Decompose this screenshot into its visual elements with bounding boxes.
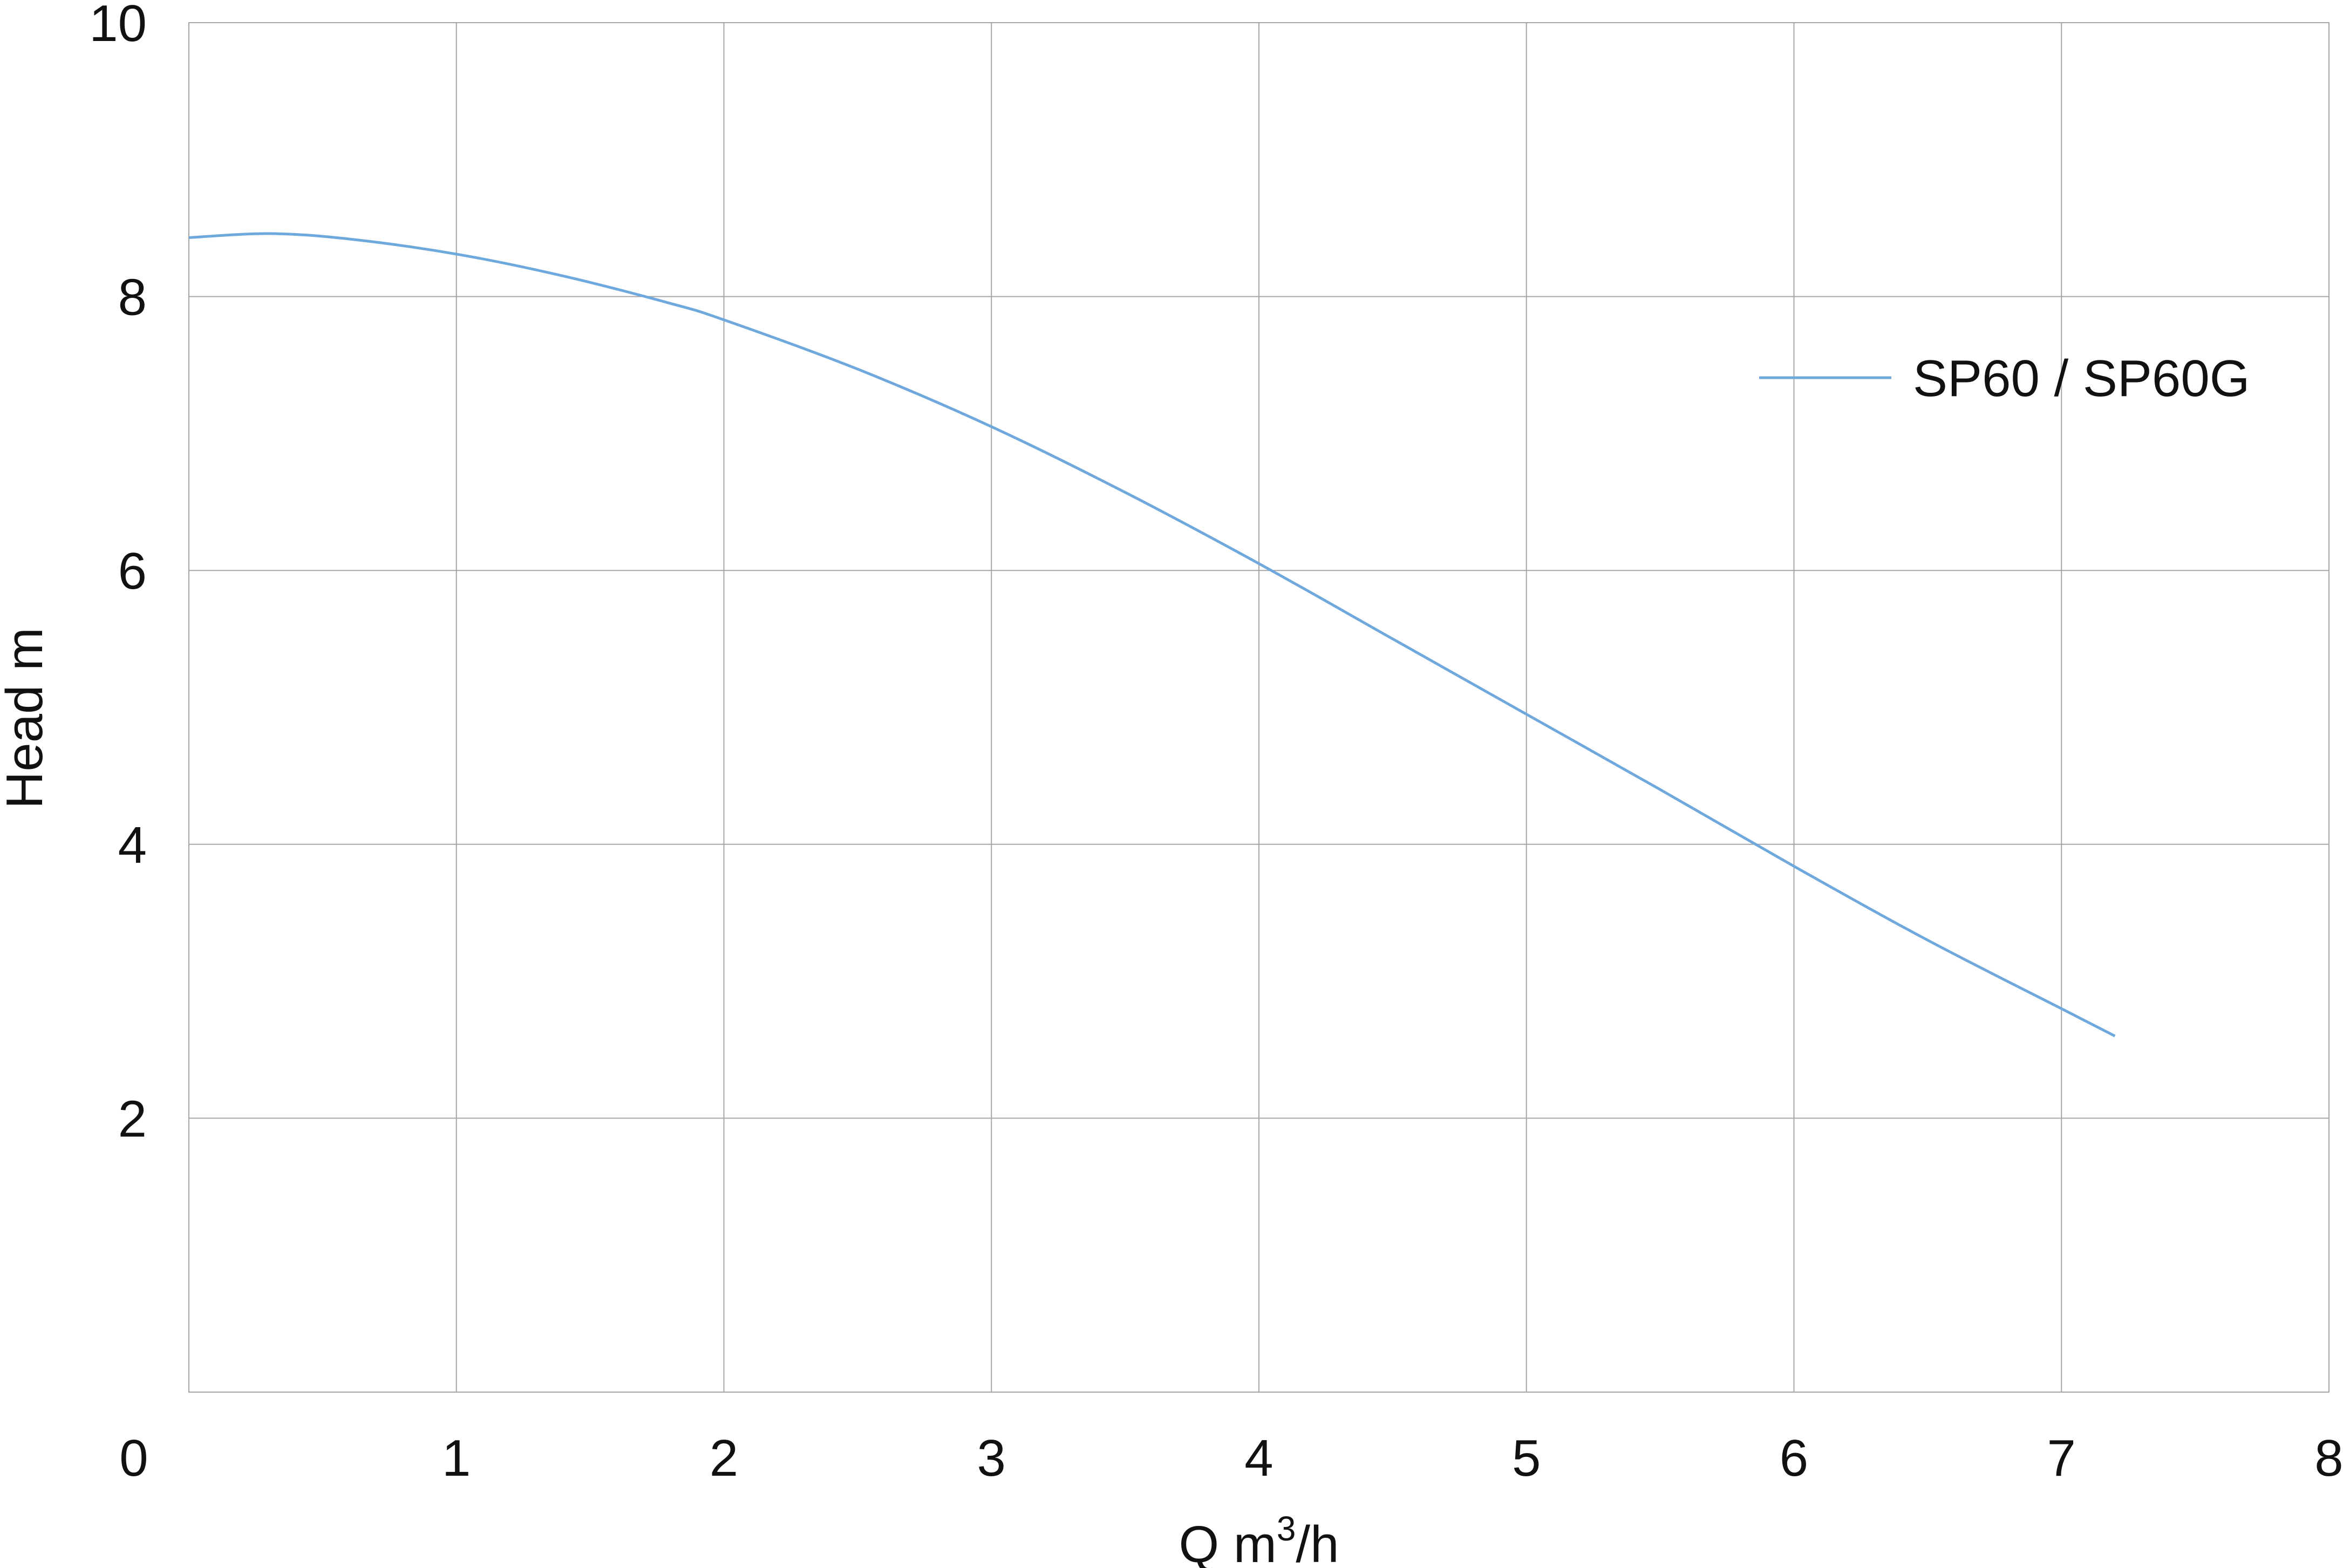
- x-tick-label: 7: [2047, 1429, 2076, 1487]
- x-tick-label: 6: [1780, 1429, 1808, 1487]
- y-tick-label: 8: [118, 269, 147, 326]
- y-axis-title: Head m: [0, 628, 53, 809]
- x-tick-label: 1: [442, 1429, 471, 1487]
- y-tick-label: 10: [89, 0, 147, 52]
- x-tick-label: 2: [710, 1429, 738, 1487]
- series-line: [188, 232, 2116, 1038]
- x-tick-label: 4: [1244, 1429, 1273, 1487]
- x-tick-label: 0: [119, 1429, 148, 1487]
- y-tick-label: 4: [118, 816, 147, 874]
- y-tick-label: 2: [118, 1090, 147, 1148]
- legend-label: SP60 / SP60G: [1913, 350, 2250, 407]
- series-layer: [188, 232, 2116, 1038]
- grid-lines: [189, 23, 2329, 1392]
- x-tick-labels: 0 1 2 3 4 5 6 7 8: [119, 1429, 2343, 1487]
- x-tick-label: 8: [2314, 1429, 2343, 1487]
- legend: SP60 / SP60G: [1759, 350, 2250, 407]
- y-tick-labels: 2 4 6 8 10: [89, 0, 147, 1148]
- x-tick-label: 3: [977, 1429, 1006, 1487]
- y-tick-label: 6: [118, 542, 147, 600]
- x-tick-label: 5: [1512, 1429, 1541, 1487]
- x-axis-title: Q m3/h: [1179, 1509, 1339, 1568]
